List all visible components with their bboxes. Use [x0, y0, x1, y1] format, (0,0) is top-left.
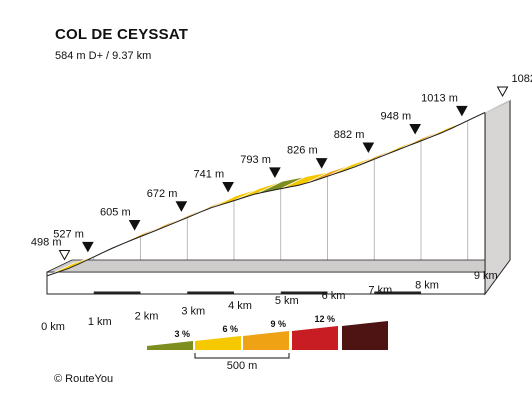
elevation-label: 498 m: [31, 237, 62, 249]
km-tick-label: 9 km: [474, 270, 498, 282]
km-tick-label: 0 km: [41, 321, 65, 333]
profile-outline: [46, 111, 486, 277]
elevation-label: 527 m: [53, 228, 84, 240]
elevation-label: 826 m: [287, 145, 318, 157]
chart-title: COL DE CEYSSAT: [55, 26, 189, 43]
elevation-marker: [456, 105, 468, 117]
elevation-marker: [82, 241, 94, 253]
chart-subtitle: 584 m D+ / 9.37 km: [55, 50, 152, 62]
elevation-label: 741 m: [194, 168, 225, 180]
elevation-label: 793 m: [240, 154, 271, 166]
copyright-credit: © RouteYou: [54, 373, 114, 385]
elevation-marker: [409, 124, 421, 135]
legend-swatch: [292, 326, 338, 350]
elevation-marker: [58, 250, 71, 261]
legend-label: 9 %: [270, 319, 286, 329]
legend-swatch: [195, 336, 241, 350]
profile-base-top: [46, 259, 511, 273]
legend-scale-bar: [194, 353, 290, 359]
km-tick-label: 2 km: [135, 311, 159, 323]
elevation-marker: [175, 201, 188, 212]
km-tick-label: 7 km: [368, 285, 392, 297]
elevation-marker: [222, 181, 234, 193]
km-tick-label: 3 km: [181, 305, 205, 317]
elevation-label: 1082 m: [512, 73, 532, 85]
km-tick-label: 4 km: [228, 300, 252, 312]
elevation-label: 672 m: [147, 188, 178, 200]
elevation-label: 948 m: [381, 111, 412, 123]
legend-scale-label: 500 m: [227, 360, 258, 372]
legend-swatch: [342, 321, 388, 350]
legend-label: 12 %: [314, 314, 335, 324]
profile-end-wall: [484, 99, 511, 296]
km-tick-label: 8 km: [415, 279, 439, 291]
legend-label: 3 %: [174, 329, 190, 339]
legend-label: 6 %: [222, 324, 238, 334]
elevation-label: 605 m: [100, 207, 131, 219]
elevation-marker: [128, 220, 141, 231]
legend-swatch: [243, 331, 289, 350]
km-tick-label: 1 km: [88, 316, 112, 328]
elevation-marker: [315, 158, 328, 169]
elevation-marker: [496, 86, 509, 98]
elevation-label: 1013 m: [421, 92, 458, 104]
elevation-marker: [269, 167, 281, 178]
elevation-marker: [362, 142, 375, 154]
legend-swatch: [147, 341, 193, 350]
elevation-label: 882 m: [334, 129, 365, 141]
km-tick-label: 6 km: [322, 290, 346, 302]
km-tick-label: 5 km: [275, 295, 299, 307]
